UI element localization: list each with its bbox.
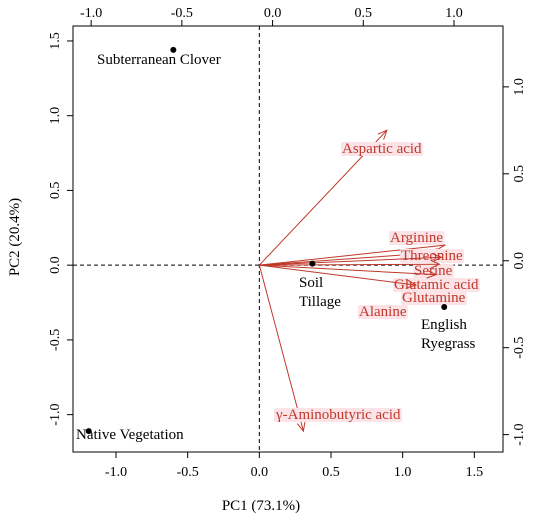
observation-label: Native Vegetation [76,427,184,443]
right-tick-label: -0.5 [512,337,527,359]
bottom-tick-label: 0.0 [251,465,269,480]
loading-label-highlight [341,142,424,156]
observation-point [441,304,448,311]
left-tick-label: 1.5 [48,32,63,50]
observation-label: Tillage [299,294,341,310]
loading-arrow [259,257,441,266]
top-tick-label: 0.5 [355,6,373,21]
bottom-tick-label: -1.0 [105,465,127,480]
loading-label: Aspartic acid [342,141,422,157]
loading-arrow [258,265,303,431]
top-tick-label: 0.0 [264,6,282,21]
loading-label-highlight [358,305,408,319]
loading-label: Glutamine [402,290,466,306]
observation-point [85,428,92,435]
left-tick-label: -1.0 [48,404,63,426]
y-axis-label: PC2 (20.4%) [7,198,23,276]
loading-label: γ-Aminobutyric acid [275,407,401,423]
observation-point [170,46,177,53]
loading-label: Arginine [390,230,443,246]
loading-label-highlight [389,231,445,245]
loading-label-highlight [401,291,467,305]
loading-label-highlight [274,408,403,422]
loading-label: Alanine [359,304,407,320]
observation-point [309,260,316,267]
observation-label: Soil [299,275,323,291]
bottom-tick-label: 1.5 [466,465,484,480]
left-tick-label: 0.5 [48,182,63,200]
top-tick-label: 1.0 [445,6,463,21]
bottom-tick-label: 1.0 [394,465,412,480]
right-tick-label: 0.5 [512,165,527,183]
left-tick-label: 0.0 [48,256,63,274]
observation-label: English [421,317,467,333]
plot-frame [72,25,504,453]
x-axis-label: PC1 (73.1%) [222,498,300,514]
right-tick-label: 0.0 [512,252,527,270]
top-tick-label: -0.5 [171,6,193,21]
bottom-tick-label: -0.5 [177,465,199,480]
loading-arrow [259,264,439,265]
right-tick-label: 1.0 [512,78,527,96]
bottom-tick-label: 0.5 [322,465,340,480]
observation-label: Ryegrass [421,336,476,352]
loading-label: Threonine [401,248,463,264]
loading-arrow [259,264,416,285]
loading-arrow [259,264,436,274]
left-tick-label: 1.0 [48,107,63,125]
loading-arrow [259,245,445,266]
top-tick-label: -1.0 [80,6,102,21]
observation-label: Subterranean Clover [97,52,221,68]
loading-label-highlight [400,249,464,263]
right-tick-label: -1.0 [512,424,527,446]
left-tick-label: -0.5 [48,329,63,351]
